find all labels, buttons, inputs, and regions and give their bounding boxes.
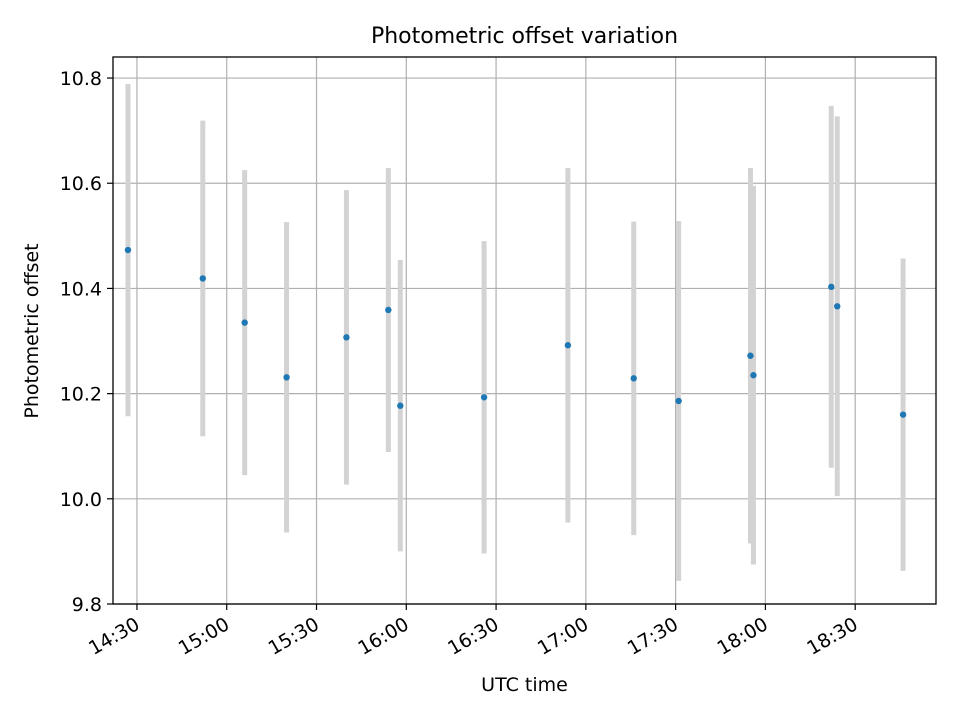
y-axis-label: Photometric offset bbox=[21, 243, 43, 418]
y-tick-label: 10.6 bbox=[60, 173, 102, 195]
plot-area-frame bbox=[112, 56, 937, 605]
data-point bbox=[241, 319, 248, 326]
data-point bbox=[343, 334, 350, 341]
data-point bbox=[750, 372, 757, 379]
x-axis-label: UTC time bbox=[481, 674, 568, 696]
data-point bbox=[828, 283, 835, 291]
y-tick-label: 10.4 bbox=[60, 278, 102, 300]
data-point bbox=[199, 275, 206, 282]
data-point bbox=[480, 394, 488, 401]
data-point bbox=[899, 411, 907, 418]
data-point bbox=[385, 306, 392, 314]
data-point bbox=[630, 375, 637, 382]
data-point bbox=[397, 402, 404, 409]
chart-title: Photometric offset variation bbox=[371, 24, 678, 49]
data-point bbox=[124, 246, 132, 254]
data-points bbox=[124, 246, 907, 418]
y-tick-label: 10.0 bbox=[60, 489, 102, 511]
y-tick-label: 10.2 bbox=[60, 384, 102, 406]
data-point bbox=[747, 352, 754, 359]
grid bbox=[113, 57, 936, 605]
data-point bbox=[834, 303, 841, 310]
data-point bbox=[675, 397, 682, 405]
data-point bbox=[564, 342, 572, 349]
data-point bbox=[283, 374, 290, 381]
y-tick-label: 10.8 bbox=[60, 68, 102, 90]
y-tick-label: 9.8 bbox=[72, 594, 102, 616]
